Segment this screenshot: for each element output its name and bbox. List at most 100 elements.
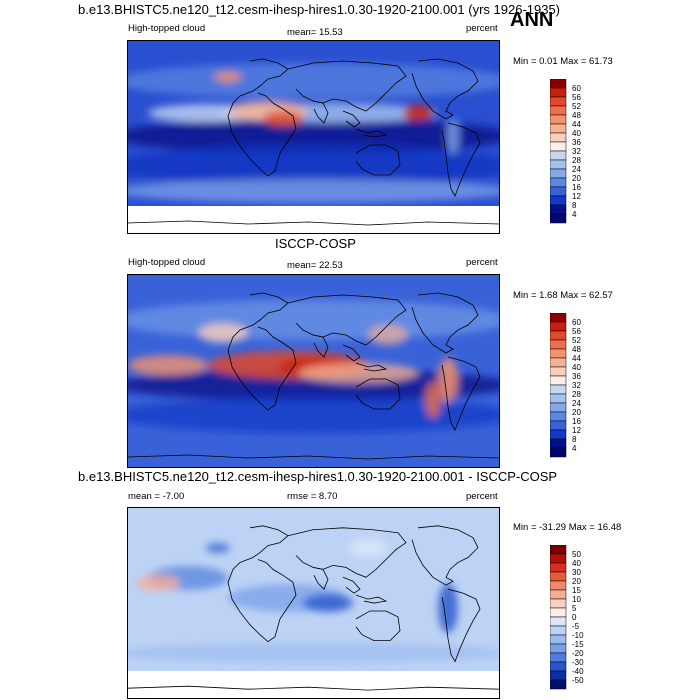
field-contour bbox=[438, 358, 458, 402]
colorbar-tick-label: 56 bbox=[572, 327, 581, 336]
panel1-mean-label: mean= 15.53 bbox=[287, 27, 343, 38]
colorbar-swatch bbox=[549, 123, 567, 134]
colorbar-tick-label: 28 bbox=[572, 390, 581, 399]
colorbar-tick-label: 12 bbox=[572, 192, 581, 201]
field-contour bbox=[128, 397, 499, 433]
coastline bbox=[411, 525, 479, 586]
season-label: ANN bbox=[510, 9, 554, 31]
colorbar-tick-label: 40 bbox=[572, 363, 581, 372]
coastline bbox=[227, 292, 297, 411]
field-contour bbox=[198, 323, 248, 343]
field-contour bbox=[128, 300, 499, 340]
coastline bbox=[342, 576, 388, 604]
panel1-map bbox=[127, 40, 500, 234]
colorbar-swatch bbox=[549, 598, 567, 609]
colorbar-swatch bbox=[549, 616, 567, 627]
colorbar-swatch bbox=[549, 132, 567, 143]
colorbar-tick-label: 56 bbox=[572, 93, 581, 102]
colorbar-swatch bbox=[549, 384, 567, 395]
colorbar-tick-label: 52 bbox=[572, 102, 581, 111]
colorbar-tick-label: 48 bbox=[572, 111, 581, 120]
panel3-rmse-label: rmse = 8.70 bbox=[287, 491, 338, 502]
colorbar-swatch bbox=[549, 553, 567, 564]
coastline bbox=[342, 344, 388, 372]
colorbar-swatch bbox=[549, 348, 567, 359]
colorbar-tick-label: 0 bbox=[572, 613, 577, 622]
colorbar-swatch bbox=[549, 670, 567, 681]
panel2-title: ISCCP-COSP bbox=[275, 236, 356, 251]
colorbar-swatch bbox=[549, 652, 567, 663]
field-contour bbox=[438, 583, 458, 633]
colorbar-swatch bbox=[549, 580, 567, 591]
coastline bbox=[411, 58, 479, 120]
colorbar-swatch bbox=[549, 625, 567, 636]
panel1-minmax-label: Min = 0.01 Max = 61.73 bbox=[513, 56, 613, 67]
colorbar-tick-label: 24 bbox=[572, 165, 581, 174]
colorbar-swatch bbox=[549, 544, 567, 555]
colorbar-tick-label: 24 bbox=[572, 399, 581, 408]
colorbar-swatch bbox=[549, 213, 567, 224]
field-contour bbox=[214, 71, 242, 83]
colorbar-swatch bbox=[549, 330, 567, 341]
colorbar-tick-label: 16 bbox=[572, 183, 581, 192]
field-contour bbox=[136, 575, 180, 591]
colorbar-swatch bbox=[549, 393, 567, 404]
colorbar-swatch bbox=[549, 321, 567, 332]
field-contour bbox=[128, 643, 499, 663]
colorbar-swatch bbox=[549, 366, 567, 377]
colorbar-tick-label: 10 bbox=[572, 595, 581, 604]
colorbar-tick-label: 4 bbox=[572, 444, 577, 453]
colorbar-tick-label: -10 bbox=[572, 631, 584, 640]
colorbar-tick-label: -5 bbox=[572, 622, 580, 631]
colorbar-tick-label: 8 bbox=[572, 201, 577, 210]
coastline bbox=[355, 144, 401, 176]
colorbar-swatch bbox=[549, 141, 567, 152]
colorbar-tick-label: 40 bbox=[572, 129, 581, 138]
coastline bbox=[411, 292, 479, 354]
panel3-minmax-label: Min = -31.29 Max = 16.48 bbox=[513, 522, 622, 533]
colorbar-swatch bbox=[549, 87, 567, 98]
colorbar-swatch bbox=[549, 105, 567, 116]
colorbar-swatch bbox=[549, 411, 567, 422]
colorbar-swatch bbox=[549, 195, 567, 206]
colorbar-tick-label: 32 bbox=[572, 381, 581, 390]
coastline bbox=[312, 100, 329, 124]
colorbar-swatch bbox=[549, 438, 567, 449]
panel3-units-label: percent bbox=[466, 491, 498, 502]
field-contour bbox=[447, 118, 459, 154]
colorbar-tick-label: 50 bbox=[572, 550, 581, 559]
colorbar-swatch bbox=[549, 447, 567, 458]
colorbar-tick-label: 4 bbox=[572, 210, 577, 219]
colorbar-tick-label: 32 bbox=[572, 147, 581, 156]
colorbar-swatch bbox=[549, 607, 567, 618]
colorbar-tick-label: 15 bbox=[572, 586, 581, 595]
colorbar-tick-label: -30 bbox=[572, 658, 584, 667]
field-contour bbox=[368, 325, 408, 345]
field-contour bbox=[128, 144, 499, 188]
colorbar-tick-label: 60 bbox=[572, 84, 581, 93]
panel2-map bbox=[127, 274, 500, 468]
coastline bbox=[227, 525, 297, 643]
colorbar-tick-label: 44 bbox=[572, 354, 581, 363]
field-contour bbox=[403, 105, 433, 121]
panel2-units-label: percent bbox=[466, 257, 498, 268]
field-contour bbox=[298, 363, 418, 383]
colorbar-swatch bbox=[549, 78, 567, 89]
colorbar-swatch bbox=[549, 643, 567, 654]
panel1-left-label: High-topped cloud bbox=[128, 23, 206, 34]
colorbar-tick-label: 52 bbox=[572, 336, 581, 345]
field-contour bbox=[425, 382, 441, 418]
colorbar-tick-label: 5 bbox=[572, 604, 577, 613]
colorbar-swatch bbox=[549, 562, 567, 573]
panel3-mean-label: mean = -7.00 bbox=[128, 491, 185, 502]
colorbar-swatch bbox=[549, 679, 567, 690]
colorbar-tick-label: 8 bbox=[572, 435, 577, 444]
colorbar-swatch bbox=[549, 589, 567, 600]
colorbar-swatch bbox=[549, 186, 567, 197]
coastline bbox=[312, 334, 329, 358]
panel2-left-label: High-topped cloud bbox=[128, 257, 206, 268]
coastline bbox=[441, 122, 481, 197]
field-contour bbox=[128, 179, 499, 203]
colorbar-swatch bbox=[549, 634, 567, 645]
colorbar-tick-label: 16 bbox=[572, 417, 581, 426]
